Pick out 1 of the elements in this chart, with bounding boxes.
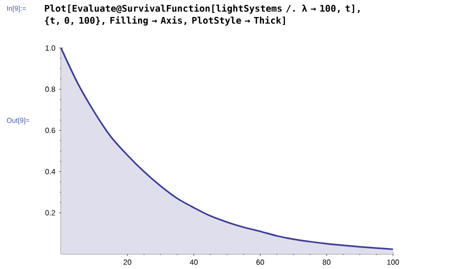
chart-title: Plot[Evaluate@SurvivalFunction[lightSystems /. λ → 100, t], {t, 0, 100}, Filling → Axis, PlotStyle → Thick]	[44, 4, 360, 26]
